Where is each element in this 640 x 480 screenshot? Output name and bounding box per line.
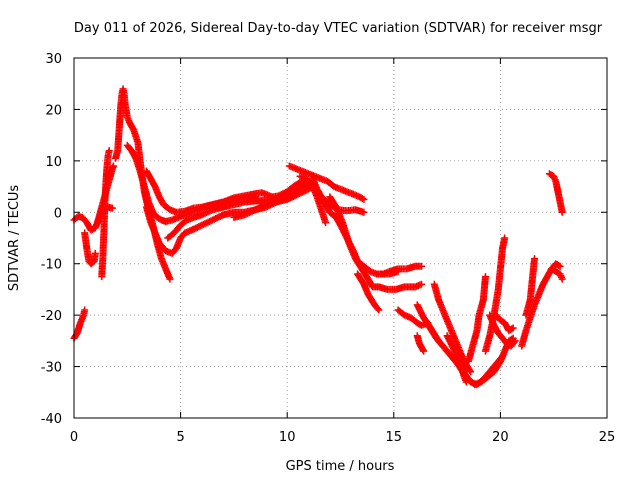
data-point (508, 325, 516, 333)
data-point (91, 249, 99, 257)
data-point (109, 162, 117, 170)
y-tick-label: 20 (45, 103, 62, 118)
data-series-arc-10 (142, 167, 259, 216)
data-point (81, 306, 89, 314)
data-point (374, 305, 382, 313)
x-tick-label: 25 (599, 430, 616, 445)
x-axis-label: GPS time / hours (286, 459, 395, 474)
x-tick-label: 20 (492, 430, 509, 445)
data-point (501, 234, 509, 242)
y-tick-label: -30 (41, 361, 62, 376)
data-point (375, 306, 383, 314)
data-point (558, 275, 566, 283)
data-point (394, 267, 402, 275)
plot-frame (73, 57, 608, 419)
data-point (556, 262, 564, 270)
data-series-arc-26 (481, 234, 509, 355)
data-series-arc-28 (492, 311, 517, 335)
data-point (467, 368, 475, 376)
y-tick-label: 0 (54, 206, 62, 221)
data-point (555, 261, 563, 269)
chart-title: Day 011 of 2026, Sidereal Day-to-day VTE… (74, 21, 603, 36)
data-point (418, 262, 426, 270)
data-point (418, 280, 426, 288)
data-series-arc-17 (354, 270, 383, 314)
x-tick-label: 15 (386, 430, 403, 445)
data-series-arc-29 (518, 260, 564, 350)
data-series-arc-11 (230, 183, 317, 221)
data-series-arc-20 (413, 332, 428, 355)
data-series-arc-4 (98, 147, 113, 281)
data-series-arc-14 (309, 175, 426, 278)
data-series-arc-19 (394, 306, 432, 329)
y-tick-label: 30 (45, 52, 62, 67)
y-tick-label: -20 (41, 309, 62, 324)
axis-ticks: 0 5 10 15 20 25 -40 -30 -20 -10 0 10 20 30 (41, 52, 616, 445)
y-axis-label: SDTVAR / TECUs (7, 185, 22, 292)
x-tick-label: 5 (176, 430, 184, 445)
data-series-arc-5 (93, 162, 117, 227)
data-series-arc-25 (464, 273, 489, 365)
data-point (558, 208, 566, 216)
data-series-arc-15 (326, 193, 426, 293)
y-tick-label: -10 (41, 258, 62, 273)
data-point (333, 205, 341, 213)
data-point (251, 193, 259, 201)
data-point (322, 219, 330, 227)
data-point (105, 147, 113, 155)
data-point (466, 366, 474, 374)
data-point (360, 195, 368, 203)
data-series-arc-3 (81, 229, 99, 268)
data-series-arc-18 (377, 267, 402, 278)
data-point (166, 275, 174, 283)
y-tick-label: -40 (41, 412, 62, 427)
data-series-arc-12 (285, 162, 368, 203)
plot-area (70, 85, 566, 389)
x-tick-label: 10 (279, 430, 296, 445)
y-tick-label: 10 (45, 155, 62, 170)
data-series-arc-23 (443, 332, 470, 386)
data-series-arc-31 (545, 170, 566, 216)
x-tick-label: 0 (70, 430, 78, 445)
data-point (511, 337, 519, 345)
data-series-arc-24 (430, 280, 475, 376)
data-series-arc-30 (522, 255, 539, 319)
data-point (510, 338, 518, 346)
data-point (359, 195, 367, 203)
data-series-arc-1 (70, 306, 89, 342)
data-series-arc-2 (70, 203, 116, 234)
data-point (360, 208, 368, 216)
data-point (108, 204, 116, 212)
data-series-arc-32 (548, 265, 566, 283)
data-series-arc-27 (486, 311, 519, 350)
data-point (481, 273, 489, 281)
data-point (499, 352, 507, 360)
data-point (462, 378, 470, 386)
data-point (420, 347, 428, 355)
data-point (509, 324, 517, 332)
data-point (531, 255, 539, 263)
data-series-arc-16 (317, 193, 368, 216)
data-point (497, 354, 505, 362)
